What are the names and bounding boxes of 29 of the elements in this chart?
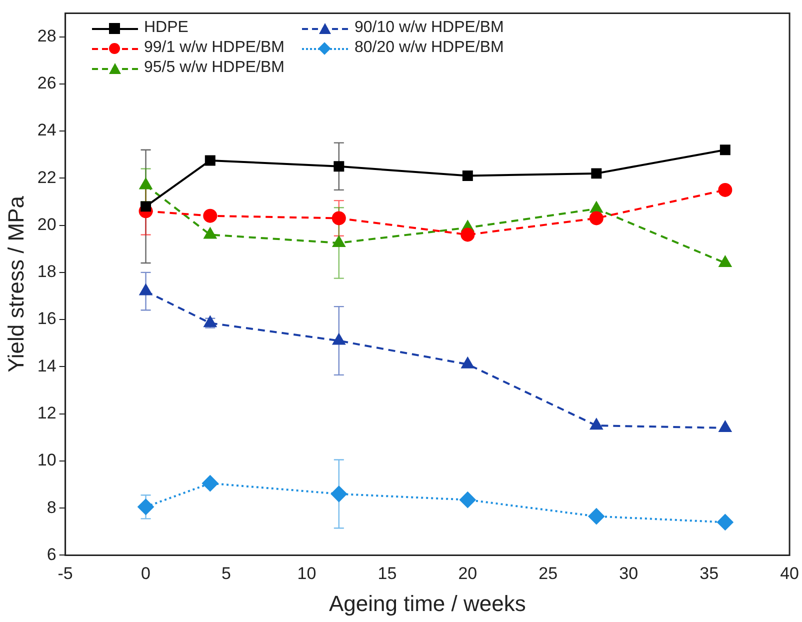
legend-label: 99/1 w/w HDPE/BM <box>144 39 284 57</box>
y-tick-label: 6 <box>46 544 56 564</box>
x-tick-label: 25 <box>538 564 558 584</box>
y-tick-label: 12 <box>37 403 56 422</box>
y-tick-label: 26 <box>37 74 56 93</box>
legend-label: 90/10 w/w HDPE/BM <box>354 19 504 37</box>
y-axis-title: Yield stress / MPa <box>3 195 28 372</box>
x-axis-title: Ageing time / weeks <box>328 590 526 616</box>
x-tick-label: 0 <box>141 564 151 584</box>
x-tick-label: 40 <box>780 564 800 584</box>
y-tick-label: 16 <box>37 309 56 328</box>
y-tick-label: 18 <box>37 262 56 282</box>
x-tick-label: 35 <box>700 564 719 584</box>
x-tick-label: 10 <box>297 564 316 584</box>
legend-label: 95/5 w/w HDPE/BM <box>144 59 284 77</box>
legend-label: 80/20 w/w HDPE/BM <box>354 39 504 57</box>
legend-label: HDPE <box>144 19 188 37</box>
y-tick-label: 14 <box>37 356 56 376</box>
x-tick-label: 15 <box>378 564 397 584</box>
y-tick-label: 28 <box>37 26 56 46</box>
x-tick-label: 5 <box>222 564 231 584</box>
y-tick-label: 20 <box>37 214 56 234</box>
x-tick-label: -5 <box>58 564 73 584</box>
y-tick-label: 22 <box>37 168 56 187</box>
x-tick-label: 30 <box>619 564 638 584</box>
y-tick-label: 10 <box>37 450 56 470</box>
y-tick-label: 24 <box>37 120 56 140</box>
y-tick-label: 8 <box>46 498 56 517</box>
x-tick-label: 20 <box>458 564 478 584</box>
